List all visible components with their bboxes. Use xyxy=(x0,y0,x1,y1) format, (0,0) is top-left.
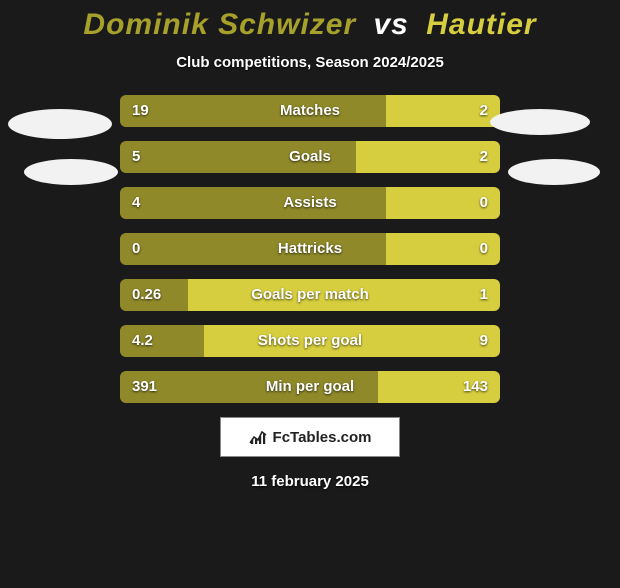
stat-row: Assists4 0 xyxy=(120,187,500,219)
stat-row: Hattricks0 0 xyxy=(120,233,500,265)
stat-value-left: 0 xyxy=(132,233,140,265)
page-title: Dominik Schwizer vs Hautier xyxy=(0,8,620,42)
stat-value-left: 5 xyxy=(132,141,140,173)
title-player2: Hautier xyxy=(426,8,536,41)
stat-label: Shots per goal xyxy=(120,325,500,357)
stat-bars: Matches192Goals52Assists40Hattricks00Goa… xyxy=(120,95,500,403)
stat-value-right: 9 xyxy=(480,325,488,357)
stat-row: Goals per match0.26 1 xyxy=(120,279,500,311)
stat-value-right: 0 xyxy=(480,233,488,265)
title-player1: Dominik Schwizer xyxy=(83,8,356,41)
stat-row: Goals5 2 xyxy=(120,141,500,173)
stat-value-right: 2 xyxy=(480,141,488,173)
stat-value-right: 0 xyxy=(480,187,488,219)
stat-value-left: 19 xyxy=(132,95,149,127)
stat-value-right: 2 xyxy=(480,95,488,127)
stat-value-left: 4.2 xyxy=(132,325,153,357)
stat-row: Shots per goal4.2 9 xyxy=(120,325,500,357)
brand-footer[interactable]: FcTables.com xyxy=(220,417,400,457)
stat-label: Goals per match xyxy=(120,279,500,311)
player-oval xyxy=(490,109,590,135)
stat-value-left: 4 xyxy=(132,187,140,219)
player-oval xyxy=(24,159,118,185)
stat-value-left: 0.26 xyxy=(132,279,161,311)
stat-row: Matches19 2 xyxy=(120,95,500,127)
chart-icon xyxy=(249,429,267,445)
stat-label: Hattricks xyxy=(120,233,500,265)
stat-value-right: 143 xyxy=(463,371,488,403)
stat-value-left: 391 xyxy=(132,371,157,403)
player-oval xyxy=(8,109,112,139)
stat-label: Min per goal xyxy=(120,371,500,403)
player-oval xyxy=(508,159,600,185)
footer-date: 11 february 2025 xyxy=(0,473,620,490)
subtitle: Club competitions, Season 2024/2025 xyxy=(0,54,620,71)
stat-value-right: 1 xyxy=(480,279,488,311)
comparison-area: Matches192Goals52Assists40Hattricks00Goa… xyxy=(0,95,620,403)
stat-label: Assists xyxy=(120,187,500,219)
title-vs: vs xyxy=(374,8,409,41)
stat-row: Min per goal391 143 xyxy=(120,371,500,403)
brand-text: FcTables.com xyxy=(273,429,372,446)
stat-label: Goals xyxy=(120,141,500,173)
stat-label: Matches xyxy=(120,95,500,127)
